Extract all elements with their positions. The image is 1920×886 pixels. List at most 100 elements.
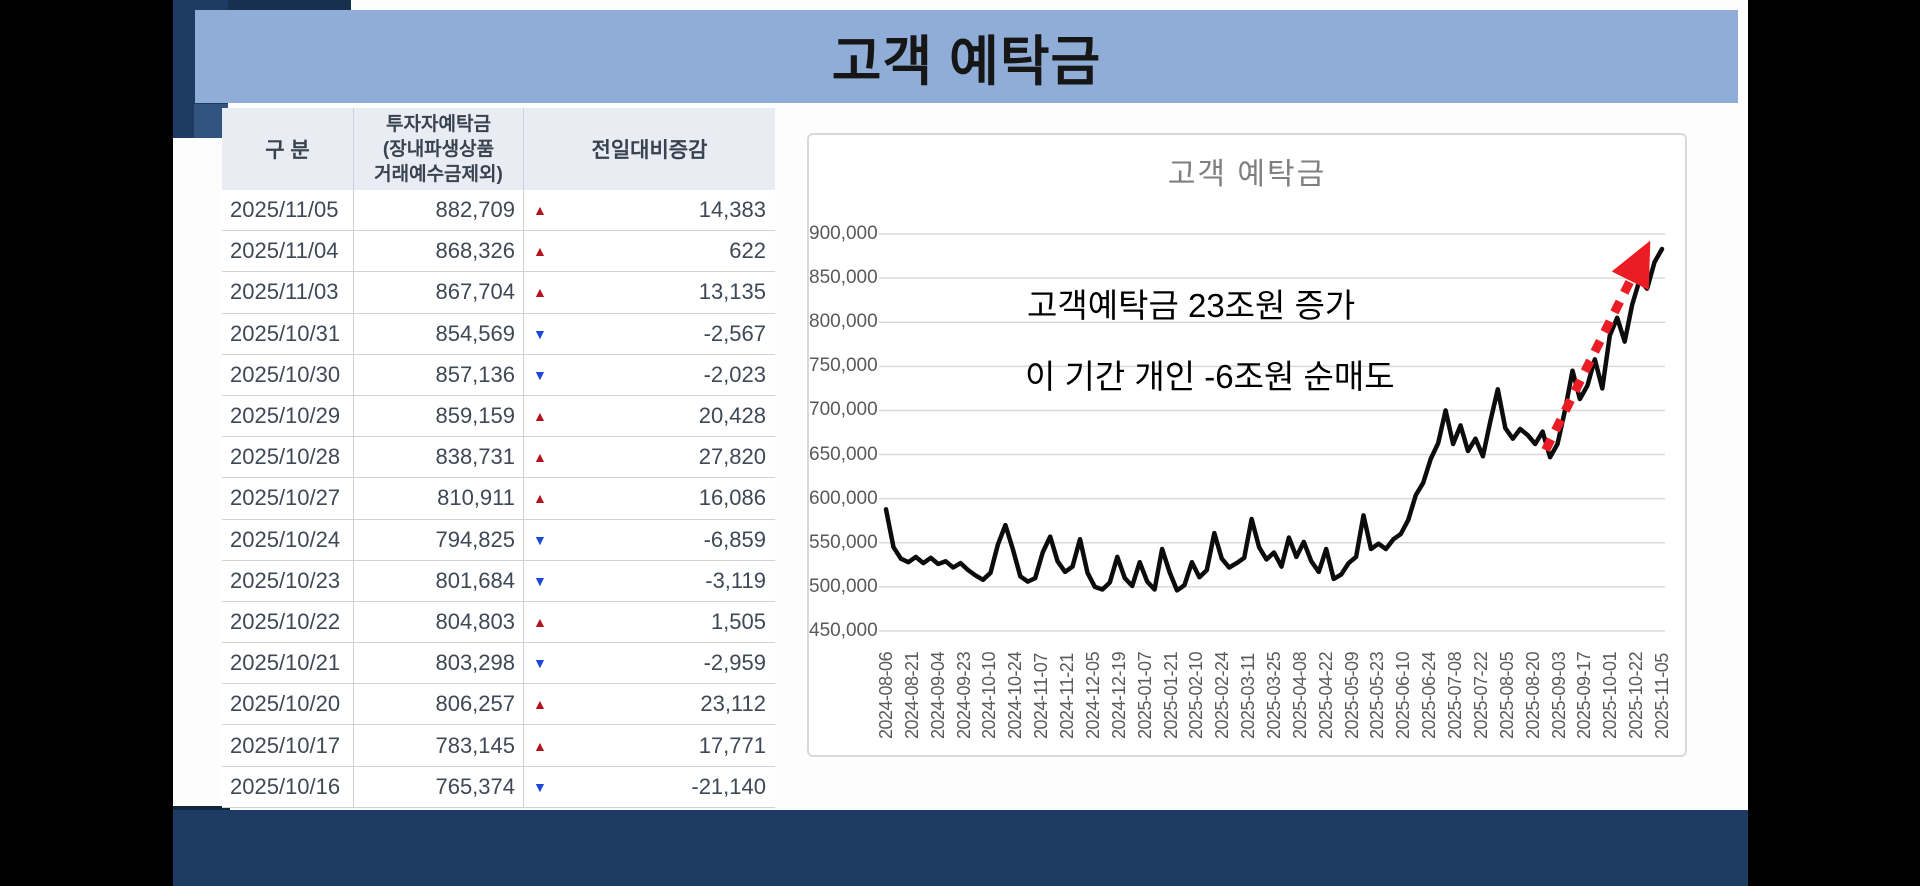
x-tick-label: 2025-05-23 [1367,651,1388,739]
row-change: 1,505 [710,608,766,634]
y-tick-label: 450,000 [809,620,878,641]
down-triangle-icon: ▼ [533,572,547,589]
y-tick-label: 700,000 [809,399,878,421]
up-triangle-icon: ▲ [533,490,547,507]
x-tick-label: 2025-08-20 [1522,651,1543,739]
row-date: 2025/10/30 [230,361,341,387]
footer-band [173,810,1748,886]
up-triangle-icon: ▲ [533,243,547,260]
title-banner: 고객 예탁금 [195,10,1738,103]
row-date: 2025/10/20 [230,691,341,717]
row-change: -3,119 [705,567,766,593]
row-deposit: 810,911 [353,478,523,519]
row-change: 16,086 [698,485,766,511]
row-deposit: 859,159 [353,395,523,437]
row-change: -2,567 [703,320,766,346]
up-triangle-icon: ▲ [533,408,547,425]
x-tick-label: 2025-10-01 [1600,651,1621,739]
table-body: 2025/11/05 882,709 ▲ 14,383 2025/11/04 868,32… [222,190,775,808]
table-row: 2025/10/17 783,145 ▲ 17,771 [222,725,775,767]
table-row: 2025/10/24 794,825 ▼ -6,859 [222,519,775,561]
row-change: 13,135 [698,279,766,305]
row-change: 23,112 [700,691,766,717]
row-change-cell: ▼ -2,959 [523,643,775,684]
y-tick-label: 600,000 [809,487,878,509]
table-row: 2025/10/29 859,159 ▲ 20,428 [222,395,775,438]
row-deposit: 794,825 [353,519,523,560]
table-row: 2025/10/22 804,803 ▲ 1,505 [222,601,775,644]
y-tick-label: 550,000 [809,531,878,553]
presentation-slide: 고객 예탁금 구 분 투자자예탁금 (장내파생상품 거래예수금제외) 전일대비증… [173,0,1748,886]
row-change: 17,771 [698,732,766,758]
row-date: 2025/10/28 [230,444,341,470]
x-tick-label: 2025-03-25 [1264,651,1284,739]
row-date: 2025/11/05 [230,197,339,223]
row-change-cell: ▲ 622 [523,231,775,272]
row-date: 2025/10/31 [230,320,341,346]
x-tick-label: 2025-09-17 [1574,651,1595,739]
x-tick-label: 2025-01-07 [1134,651,1155,739]
row-change-cell: ▲ 23,112 [523,684,775,725]
x-tick-label: 2024-12-05 [1082,651,1103,739]
y-tick-label: 800,000 [809,311,878,333]
y-tick-label: 650,000 [809,443,878,465]
row-date: 2025/10/17 [230,732,341,758]
x-tick-label: 2025-11-05 [1652,653,1672,739]
x-tick-label: 2024-10-24 [1005,651,1026,739]
x-tick-label: 2025-03-11 [1238,653,1259,739]
row-change-cell: ▼ -2,567 [523,313,775,354]
x-tick-label: 2024-10-10 [979,651,1000,739]
row-change: -21,140 [691,773,766,799]
row-change-cell: ▲ 17,771 [523,725,775,766]
up-triangle-icon: ▲ [533,613,547,630]
table-row: 2025/10/20 806,257 ▲ 23,112 [222,684,775,726]
x-tick-label: 2024-09-04 [927,651,948,739]
row-change-cell: ▲ 14,383 [523,190,775,231]
table-row: 2025/11/04 868,326 ▲ 622 [222,231,775,273]
table-header: 구 분 투자자예탁금 (장내파생상품 거래예수금제외) 전일대비증감 [222,108,775,190]
row-change: 20,428 [698,403,766,429]
x-tick-label: 2025-06-10 [1393,651,1414,739]
annotation-deposit-increase: 고객예탁금 23조원 증가 [1027,287,1356,324]
down-triangle-icon: ▼ [533,325,547,342]
row-deposit: 803,298 [353,643,523,684]
header-deposit: 투자자예탁금 (장내파생상품 거래예수금제외) [353,108,523,190]
x-tick-label: 2024-11-21 [1057,653,1078,739]
row-change: 14,383 [698,197,766,223]
table-row: 2025/10/27 810,911 ▲ 16,086 [222,478,775,520]
x-tick-label: 2025-07-22 [1470,651,1491,739]
row-change-cell: ▲ 1,505 [523,601,775,643]
row-change-cell: ▲ 13,135 [523,272,775,313]
x-tick-label: 2025-04-22 [1315,651,1336,739]
row-deposit: 854,569 [353,313,523,354]
up-triangle-icon: ▲ [533,202,547,219]
up-triangle-icon: ▲ [533,449,547,466]
chart-panel: 고객 예탁금 900,000 850,000 800,000 750,000 700,0… [807,133,1687,757]
x-tick-label: 2025-08-05 [1496,651,1517,739]
deposits-table: 구 분 투자자예탁금 (장내파생상품 거래예수금제외) 전일대비증감 2025/… [222,108,775,808]
x-tick-label: 2025-07-08 [1445,651,1466,739]
table-row: 2025/11/03 867,704 ▲ 13,135 [222,272,775,314]
row-date: 2025/10/22 [230,608,341,634]
y-tick-label: 850,000 [809,267,878,289]
y-tick-label: 750,000 [809,355,878,377]
header-change: 전일대비증감 [523,108,775,190]
row-deposit: 765,374 [353,766,523,807]
row-date: 2025/10/21 [230,650,341,676]
table-row: 2025/10/16 765,374 ▼ -21,140 [222,766,775,808]
deposit-line-chart [879,233,1665,632]
slide-title: 고객 예탁금 [831,32,1102,92]
x-tick-label: 2025-02-10 [1186,651,1207,739]
table-row: 2025/10/31 854,569 ▼ -2,567 [222,313,775,355]
row-deposit: 806,257 [353,684,523,725]
row-change-cell: ▼ -3,119 [523,560,775,601]
row-date: 2025/11/04 [230,238,339,264]
row-date: 2025/10/24 [230,526,341,552]
up-triangle-icon: ▲ [533,696,547,713]
up-triangle-icon: ▲ [533,284,547,301]
trend-arrow [1541,240,1651,453]
table-row: 2025/10/23 801,684 ▼ -3,119 [222,560,775,602]
x-tick-label: 2024-09-23 [953,651,974,739]
x-tick-label: 2025-04-08 [1289,651,1310,739]
row-deposit: 857,136 [353,354,523,395]
